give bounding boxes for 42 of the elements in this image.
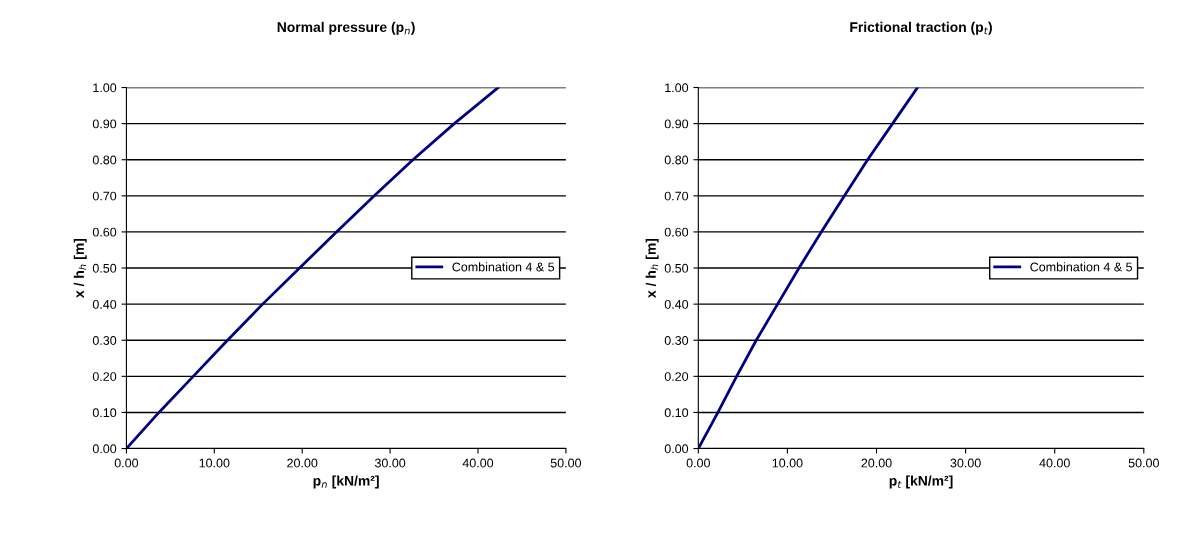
y-tick-label: 0.70: [92, 191, 117, 201]
legend-label: Combination 4 & 5: [452, 262, 555, 272]
y-tick-label: 0.80: [664, 155, 689, 165]
x-tick-label: 40.00: [1039, 458, 1070, 468]
x-tick-label: 20.00: [287, 458, 318, 468]
x-tick-label: 40.00: [462, 458, 494, 468]
x-tick-label: 20.00: [861, 458, 892, 468]
y-tick-label: 0.30: [92, 336, 117, 345]
y-tick-label: 0.20: [664, 372, 689, 381]
y-tick-label: 0.00: [92, 444, 117, 454]
y-tick-label: 0.60: [92, 227, 117, 237]
y-tick-label: 0.30: [664, 336, 689, 345]
x-tick-label: 50.00: [1128, 458, 1159, 468]
y-tick-label: 0.60: [664, 227, 689, 237]
y-tick-label: 1.00: [665, 83, 689, 93]
x-tick-label: 10.00: [772, 458, 803, 468]
y-tick-label: 0.10: [664, 408, 689, 418]
x-tick-label: 10.00: [199, 458, 230, 468]
x-tick-label: 30.00: [950, 458, 981, 468]
legend-label: Combination 4 & 5: [1030, 262, 1133, 272]
chart-title: Normal pressure (p$_{n}$): [277, 21, 415, 35]
y-tick-label: 0.70: [664, 191, 689, 201]
y-tick-label: 0.20: [92, 372, 117, 381]
x-tick-label: 50.00: [550, 458, 582, 468]
x-tick-label: 0.00: [686, 458, 710, 468]
y-tick-label: 1.00: [93, 83, 117, 93]
x-tick-label: 30.00: [374, 458, 406, 468]
y-tick-label: 0.50: [92, 263, 117, 273]
chart-title: Frictional traction (p$_{t}$): [850, 21, 992, 35]
x-axis-title: p$_{t}$ [kN/m²]: [889, 475, 953, 489]
y-tick-label: 0.50: [664, 263, 689, 273]
y-axis-title: x / h$_{h}$ [m]: [645, 238, 659, 298]
y-tick-label: 0.90: [664, 119, 689, 129]
x-axis-title: p$_{n}$ [kN/m²]: [313, 475, 379, 489]
y-tick-label: 0.40: [92, 299, 117, 309]
y-tick-label: 0.00: [664, 444, 689, 454]
y-tick-label: 0.40: [664, 299, 689, 309]
y-tick-label: 0.80: [92, 155, 117, 165]
y-axis-title: x / h$_{h}$ [m]: [73, 238, 87, 298]
y-tick-label: 0.10: [92, 408, 117, 418]
x-tick-label: 0.00: [114, 458, 139, 468]
y-tick-label: 0.90: [92, 119, 117, 129]
